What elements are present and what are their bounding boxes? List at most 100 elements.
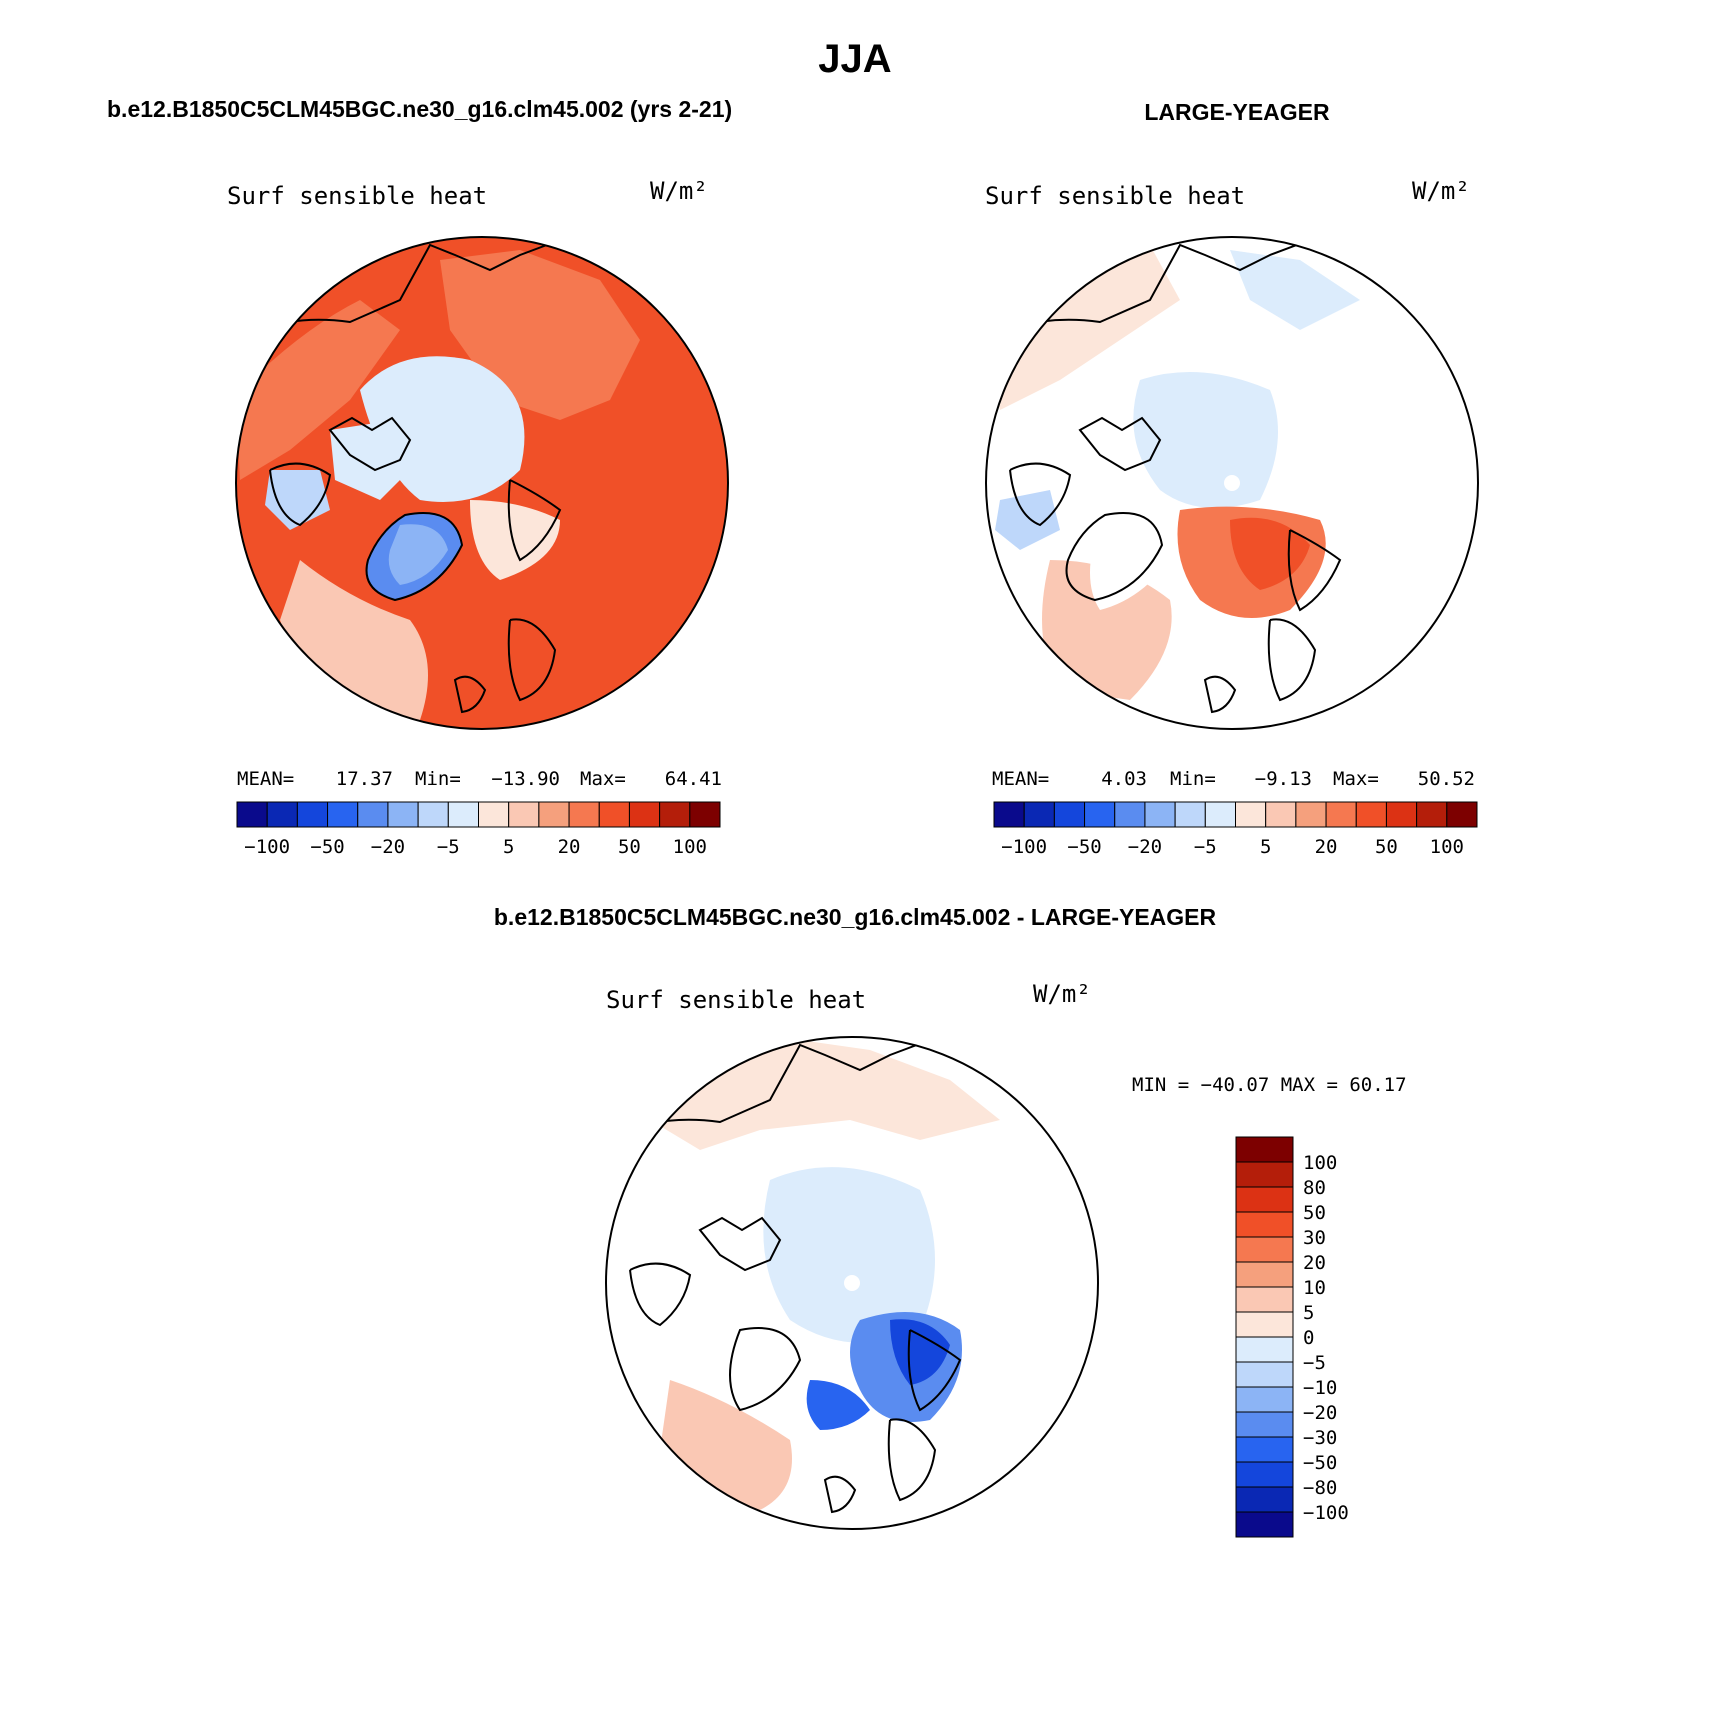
right-min-label: Min= — [1170, 768, 1216, 790]
left-colorbar-swatch — [447, 801, 479, 828]
right-region-nw — [988, 245, 1180, 410]
left-hudson-bay — [265, 470, 330, 530]
left-archipelago — [330, 420, 410, 500]
right-region-ne — [1230, 250, 1360, 330]
right-max-label: Max= — [1333, 768, 1379, 790]
left-colorbar-swatch — [417, 801, 449, 828]
diff-region-north — [650, 1040, 1000, 1150]
right-colorbar — [993, 801, 1478, 828]
right-colorbar-tick-label: 5 — [1260, 836, 1271, 858]
diff-variable-label: Surf sensible heat — [606, 986, 866, 1014]
right-colorbar-swatch — [1416, 801, 1448, 828]
right-colorbar-swatch — [1265, 801, 1297, 828]
left-colorbar-swatch — [387, 801, 419, 828]
left-colorbar-tick-label: −50 — [310, 836, 344, 858]
left-colorbar-tick-label: −5 — [437, 836, 460, 858]
left-panel-header: b.e12.B1850C5CLM45BGC.ne30_g16.clm45.002… — [107, 96, 732, 122]
diff-colorbar-tick-label: 0 — [1303, 1327, 1314, 1349]
diff-colorbar-swatch — [1235, 1361, 1294, 1388]
left-min-value: −13.90 — [491, 768, 560, 790]
left-colorbar-swatch — [478, 801, 510, 828]
right-colorbar-swatch — [1144, 801, 1176, 828]
diff-colorbar-swatch — [1235, 1411, 1294, 1438]
left-colorbar-swatch — [508, 801, 540, 828]
diff-colorbar-tick-label: −10 — [1303, 1377, 1337, 1399]
left-colorbar — [236, 801, 721, 828]
diff-colorbar-tick-label: 100 — [1303, 1152, 1337, 1174]
diff-colorbar-tick-label: −100 — [1303, 1502, 1349, 1524]
right-colorbar-swatch — [1235, 801, 1267, 828]
diff-units-label: W/m² — [1033, 980, 1091, 1008]
diff-panel-header: b.e12.B1850C5CLM45BGC.ne30_g16.clm45.002… — [494, 904, 1217, 930]
diff-arctic-ocean — [763, 1167, 935, 1343]
left-units-label: W/m² — [650, 177, 708, 205]
panel-diff: b.e12.B1850C5CLM45BGC.ne30_g16.clm45.002… — [494, 904, 1407, 1538]
left-colorbar-swatch — [538, 801, 570, 828]
diff-colorbar-tick-label: −20 — [1303, 1402, 1337, 1424]
right-pole-hole — [1224, 475, 1240, 491]
right-stats-line: MEAN= 4.03 Min= −9.13 Max= 50.52 — [992, 768, 1475, 790]
diff-colorbar-swatch — [1235, 1186, 1294, 1213]
right-colorbar-tick-label: −100 — [1001, 836, 1047, 858]
diff-colorbar-swatch — [1235, 1461, 1294, 1488]
left-stats-line: MEAN= 17.37 Min= −13.90 Max= 64.41 — [237, 768, 722, 790]
diff-colorbar-tick-label: 10 — [1303, 1277, 1326, 1299]
diff-pole-hole — [844, 1275, 860, 1291]
diff-colorbar-swatch — [1235, 1211, 1294, 1238]
right-colorbar-tick-label: −20 — [1128, 836, 1162, 858]
right-colorbar-swatch — [1053, 801, 1086, 828]
right-greenland — [1090, 520, 1170, 610]
diff-greenland — [730, 1328, 800, 1410]
diff-colorbar-swatch — [1235, 1136, 1294, 1163]
panel-right: LARGE-YEAGER Surf sensible heat W/m² — [985, 99, 1479, 858]
panel-left: b.e12.B1850C5CLM45BGC.ne30_g16.clm45.002… — [107, 96, 732, 858]
right-colorbar-tick-label: 100 — [1430, 836, 1464, 858]
diff-colorbar-swatch — [1235, 1386, 1294, 1413]
right-colorbar-swatch — [1355, 801, 1387, 828]
right-colorbar-swatch — [1325, 801, 1357, 828]
diff-colorbar-tick-label: −80 — [1303, 1477, 1337, 1499]
diff-colorbar-tick-label: −50 — [1303, 1452, 1337, 1474]
left-mean-value: 17.37 — [336, 768, 393, 790]
diff-colorbar-swatch — [1235, 1161, 1294, 1188]
left-barents-region — [470, 500, 560, 580]
right-colorbar-swatch — [1174, 801, 1206, 828]
right-colorbar-swatch — [1114, 801, 1146, 828]
left-colorbar-labels: −100 −50 −20 −5 5 20 50 100 — [244, 836, 707, 858]
left-colorbar-swatch — [689, 801, 721, 828]
left-colorbar-swatch — [296, 801, 329, 828]
left-max-value: 64.41 — [665, 768, 722, 790]
right-colorbar-swatch — [1084, 801, 1116, 828]
right-colorbar-swatch — [1446, 801, 1478, 828]
diff-colorbar-swatch — [1235, 1511, 1294, 1538]
diff-colorbar-swatch — [1235, 1286, 1294, 1313]
diff-minmax-label: MIN = −40.07 MAX = 60.17 — [1132, 1074, 1407, 1096]
diff-cool-core — [890, 1319, 950, 1385]
right-arctic-ocean — [1133, 372, 1278, 508]
right-colorbar-swatch — [1385, 801, 1418, 828]
diff-colorbar-tick-label: −5 — [1303, 1352, 1326, 1374]
left-colorbar-tick-label: 20 — [558, 836, 581, 858]
left-colorbar-tick-label: 100 — [673, 836, 707, 858]
right-colorbar-swatch — [1295, 801, 1327, 828]
right-max-value: 50.52 — [1418, 768, 1475, 790]
diff-map-border — [605, 1036, 1099, 1530]
left-colorbar-swatch — [266, 801, 298, 828]
left-max-label: Max= — [580, 768, 626, 790]
right-panel-header: LARGE-YEAGER — [1144, 99, 1330, 125]
diff-colorbar-tick-label: −30 — [1303, 1427, 1337, 1449]
diff-cool-south — [806, 1380, 870, 1430]
left-colorbar-swatch — [598, 801, 630, 828]
left-greenland-inner — [388, 524, 448, 585]
left-colorbar-tick-label: 50 — [618, 836, 641, 858]
left-map-border — [235, 236, 729, 730]
right-hudson-bay — [995, 490, 1060, 550]
right-polar-map — [985, 236, 1479, 730]
left-colorbar-swatch — [327, 801, 359, 828]
left-colorbar-swatch — [568, 801, 600, 828]
right-colorbar-tick-label: −5 — [1194, 836, 1217, 858]
diff-colorbar-swatch — [1235, 1486, 1294, 1513]
right-colorbar-swatch — [1023, 801, 1055, 828]
